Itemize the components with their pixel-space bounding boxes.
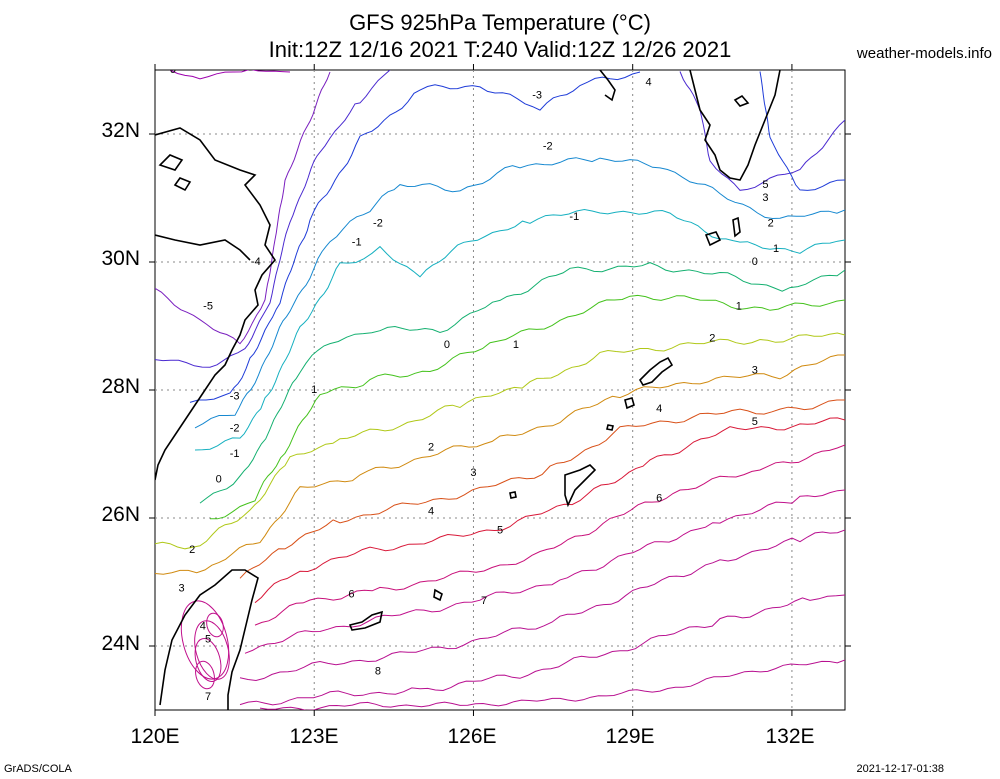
coastline — [564, 464, 597, 508]
isotherm-7 — [244, 489, 845, 654]
contour-label: -1 — [569, 211, 579, 223]
contour-label: 4 — [200, 621, 206, 633]
contour-label: 4 — [646, 77, 652, 89]
isotherm-8 — [239, 594, 845, 706]
contour-label: 8 — [375, 666, 381, 678]
x-tick-label-123e: 123E — [289, 725, 339, 748]
contour-label: -3 — [230, 390, 240, 402]
contour-label: 3 — [762, 192, 768, 204]
isotherm--2 — [194, 157, 845, 429]
contour-label: -4 — [251, 256, 261, 268]
contour-label: -5 — [203, 301, 213, 313]
coastline — [433, 588, 443, 602]
y-tick-label-32n: 32N — [101, 119, 140, 142]
coastline — [638, 356, 674, 386]
footer-software: GrADS/COLA — [4, 763, 72, 775]
contour-label: 6 — [348, 589, 354, 601]
lat-lon-grid — [155, 70, 845, 710]
contour-label: 3 — [752, 365, 758, 377]
coastline — [689, 70, 781, 181]
isotherm--6 — [169, 70, 291, 80]
footer-timestamp: 2021-12-17-01:38 — [856, 763, 944, 775]
contour-label: 4 — [428, 506, 434, 518]
contour-label: 5 — [752, 416, 758, 428]
isotherm-3 — [155, 354, 845, 575]
coastline — [599, 70, 616, 102]
contour-label: 1 — [513, 339, 519, 351]
contour-label: 3 — [178, 582, 184, 594]
contour-label: 4 — [656, 403, 662, 415]
y-tick-label-24n: 24N — [101, 632, 140, 655]
map-subtitle: Init:12Z 12/16 2021 T:240 Valid:12Z 12/2… — [268, 37, 732, 62]
contour-label: 5 — [205, 634, 211, 646]
contour-label: 5 — [497, 525, 503, 537]
coastlines — [155, 70, 781, 710]
contour-label: 1 — [736, 301, 742, 313]
contour-label: 1 — [773, 243, 779, 255]
isotherm--3 — [189, 71, 641, 403]
isotherm--4 — [155, 70, 391, 368]
isotherm-8 — [239, 529, 845, 682]
contour-label: 0 — [752, 256, 758, 268]
isotherm-0 — [199, 262, 845, 504]
isotherm-warm-core — [195, 660, 215, 690]
map-title: GFS 925hPa Temperature (°C) — [349, 10, 651, 35]
axis-ticks — [149, 64, 851, 716]
x-tick-label-132e: 132E — [765, 725, 815, 748]
y-tick-label-26n: 26N — [101, 503, 140, 526]
isotherm-warm-core — [206, 612, 224, 638]
isotherm--3 — [759, 71, 845, 191]
contour-label: 2 — [768, 218, 774, 230]
contour-label: 0 — [444, 339, 450, 351]
coastline — [158, 154, 184, 171]
isotherm-6 — [254, 444, 845, 626]
isotherm-5 — [254, 417, 845, 604]
coastline — [624, 397, 635, 410]
y-tick-label-30n: 30N — [101, 247, 140, 270]
isotherm-1 — [210, 294, 845, 520]
contour-label: 7 — [205, 691, 211, 703]
contour-label: -6 — [166, 64, 176, 76]
temperature-contours — [155, 70, 845, 710]
coastline — [733, 94, 750, 107]
isotherm-warm-core — [194, 620, 230, 680]
coastline — [173, 177, 192, 192]
contour-label: 7 — [481, 595, 487, 607]
contour-label: 2 — [709, 333, 715, 345]
y-tick-label-28n: 28N — [101, 375, 140, 398]
contour-label: 6 — [656, 493, 662, 505]
coastline — [606, 424, 614, 431]
contour-label: 3 — [470, 467, 476, 479]
x-tick-label-126e: 126E — [447, 725, 497, 748]
x-tick-label-120e: 120E — [130, 725, 180, 748]
contour-label: -1 — [352, 237, 362, 249]
x-tick-label-129e: 129E — [605, 725, 655, 748]
coastline — [155, 127, 277, 481]
contour-label: -2 — [230, 422, 240, 434]
contour-label: 0 — [216, 474, 222, 486]
coastline — [704, 231, 722, 247]
contour-label: 2 — [189, 544, 195, 556]
coastline — [348, 610, 384, 631]
isotherm-2 — [155, 332, 845, 550]
coastline — [155, 234, 251, 261]
contour-label: -2 — [373, 218, 383, 230]
contour-label: 2 — [428, 442, 434, 454]
contour-label: 1 — [311, 384, 317, 396]
site-credit: weather-models.info — [856, 45, 992, 62]
coastline — [509, 491, 517, 499]
contour-label: 5 — [762, 179, 768, 191]
isotherm-8 — [259, 659, 845, 710]
contour-label: -2 — [543, 141, 553, 153]
contour-label: -3 — [532, 90, 542, 102]
isotherm-4 — [239, 399, 845, 579]
coastline — [732, 216, 741, 238]
contour-label: -1 — [230, 448, 240, 460]
coastline — [159, 569, 259, 710]
